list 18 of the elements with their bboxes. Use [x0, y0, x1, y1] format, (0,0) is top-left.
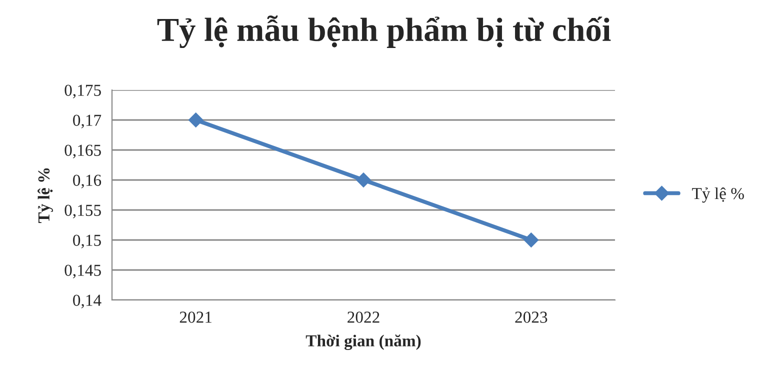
y-tick-label: 0,17 — [73, 114, 102, 128]
y-tick-label: 0,145 — [64, 264, 101, 278]
y-tick-label: 0,165 — [64, 144, 101, 158]
legend-label: Tỷ lệ % — [692, 187, 744, 203]
point — [356, 172, 371, 188]
point — [188, 112, 204, 128]
x-tick-label: 2023 — [515, 312, 548, 323]
x-axis-title: Thời gian (năm) — [306, 334, 421, 350]
y-tick-label: 0,16 — [73, 174, 102, 188]
y-tick-label: 0,15 — [73, 234, 101, 248]
y-tick-label: 0,175 — [64, 84, 101, 98]
x-tick-label: 2021 — [180, 312, 212, 323]
y-tick-label: 0,14 — [73, 294, 102, 308]
y-axis-title: Tỷ lệ % — [38, 168, 53, 223]
y-tick-label: 0,155 — [64, 204, 101, 218]
x-tick-label: 2022 — [348, 312, 380, 323]
point — [524, 232, 539, 248]
chart-title: Tỷ lệ mẫu bệnh phẩm bị từ chối — [157, 15, 611, 48]
